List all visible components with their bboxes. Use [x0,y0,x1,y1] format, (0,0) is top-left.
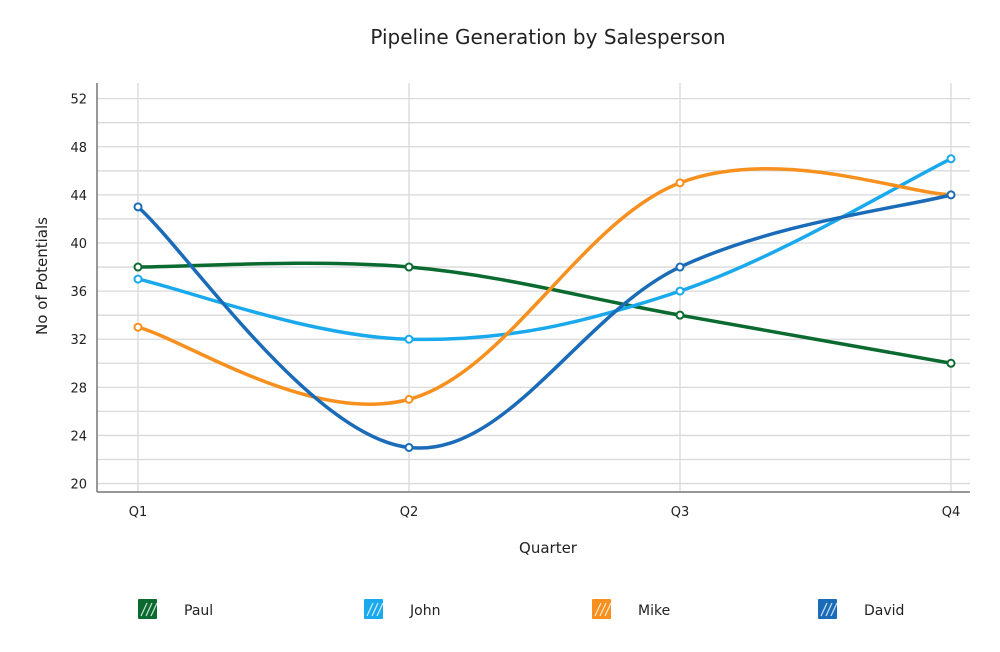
legend-hatch [830,602,838,617]
x-tick-label: Q2 [400,505,419,520]
y-tick-label: 52 [70,93,87,108]
series-line-paul [136,261,953,366]
x-axis-label: Quarter [519,539,578,557]
legend-hatch [825,602,833,617]
data-point-david [675,262,685,272]
data-point-john [946,154,956,164]
y-tick-label: 28 [70,381,87,396]
axes: Q1 Q2 Q3 Q4 20 24 28 32 36 40 44 48 52 [70,83,970,520]
legend-hatch [145,602,153,617]
y-axis-label: No of Potentials [33,217,51,335]
data-point-john [404,334,414,344]
legend-hatch [140,602,148,617]
data-point-paul [133,262,143,272]
y-tick-label: 24 [70,429,87,444]
y-tick-label: 48 [70,141,87,156]
x-tick-label: Q1 [129,505,148,520]
grid [97,83,970,492]
y-tick-label: 36 [70,285,87,300]
data-point-paul [946,358,956,368]
legend-hatch [371,602,379,617]
legend-item-david: David [818,599,904,619]
legend-label: David [864,603,904,619]
series-line-david [136,193,953,450]
data-point-david [946,190,956,200]
data-point-mike [404,394,414,404]
legend-hatch [366,602,374,617]
legend-label: John [409,603,440,619]
legend-hatch [150,602,158,617]
data-point-mike [133,322,143,332]
x-tick-label: Q3 [671,505,690,520]
legend: Paul John Mike David [138,599,904,619]
chart-title: Pipeline Generation by Salesperson [370,25,725,49]
data-point-david [404,442,414,452]
legend-hatch [820,602,828,617]
legend-hatch [376,602,384,617]
legend-hatch [594,602,602,617]
y-tick-label: 40 [70,237,87,252]
legend-item-mike: Mike [592,599,670,619]
data-point-john [133,274,143,284]
x-tick-label: Q4 [942,505,961,520]
legend-item-paul: Paul [138,599,213,619]
series-line-john [136,157,953,342]
y-tick-label: 32 [70,333,87,348]
data-point-david [133,202,143,212]
legend-label: Mike [638,603,670,619]
data-point-mike [675,178,685,188]
data-point-paul [675,310,685,320]
data-point-john [675,286,685,296]
series-lines [133,154,956,452]
data-point-paul [404,262,414,272]
y-tick-label: 44 [70,189,87,204]
legend-hatch [604,602,612,617]
legend-item-john: John [364,599,440,619]
legend-hatch [599,602,607,617]
y-tick-label: 20 [70,478,87,493]
legend-label: Paul [184,603,213,619]
series-line-mike [136,167,953,406]
